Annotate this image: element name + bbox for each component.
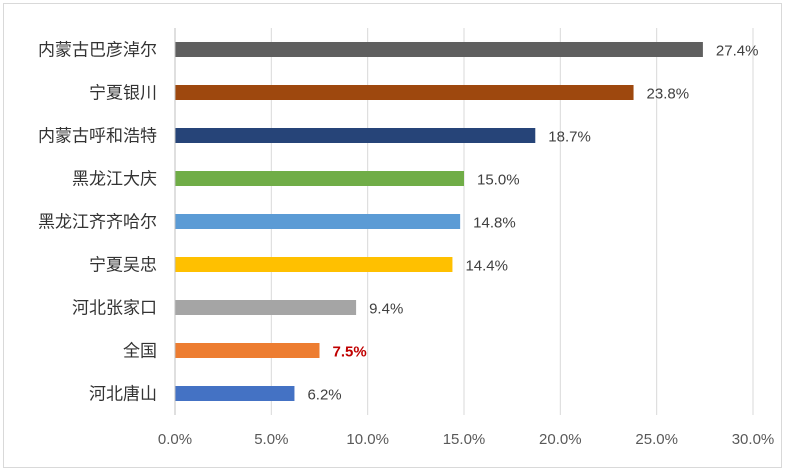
data-label: 9.4%	[369, 301, 403, 318]
bar	[175, 386, 295, 401]
data-label: 18.7%	[548, 129, 591, 146]
category-label: 内蒙古巴彦淖尔	[38, 41, 157, 61]
chart-frame	[3, 3, 782, 468]
category-label: 黑龙江齐齐哈尔	[38, 213, 157, 233]
x-tick-label: 30.0%	[732, 431, 775, 448]
bar	[175, 42, 703, 57]
bar	[175, 343, 320, 358]
category-label: 黑龙江大庆	[72, 170, 157, 190]
category-label: 河北唐山	[89, 384, 157, 405]
bar	[175, 257, 453, 272]
x-tick-label: 5.0%	[254, 431, 288, 448]
x-tick-label: 25.0%	[635, 431, 678, 448]
data-label: 14.4%	[465, 258, 508, 275]
category-label: 内蒙古呼和浩特	[38, 127, 157, 147]
x-tick-label: 0.0%	[158, 431, 192, 448]
bar	[175, 171, 464, 186]
bar	[175, 85, 634, 100]
x-tick-label: 10.0%	[346, 431, 389, 448]
category-label: 宁夏吴忠	[89, 256, 157, 276]
data-label: 27.4%	[716, 43, 759, 60]
category-label: 宁夏银川	[89, 84, 157, 104]
data-label: 7.5%	[333, 344, 367, 361]
category-label: 河北张家口	[72, 299, 157, 319]
x-tick-label: 15.0%	[443, 431, 486, 448]
bar	[175, 214, 461, 229]
bar	[175, 300, 357, 315]
data-label: 14.8%	[473, 215, 516, 232]
data-label: 23.8%	[647, 86, 690, 103]
x-tick-label: 20.0%	[539, 431, 582, 448]
bar	[175, 128, 536, 143]
category-label: 全国	[123, 342, 157, 362]
data-label: 6.2%	[307, 387, 341, 404]
data-label: 15.0%	[477, 172, 520, 189]
